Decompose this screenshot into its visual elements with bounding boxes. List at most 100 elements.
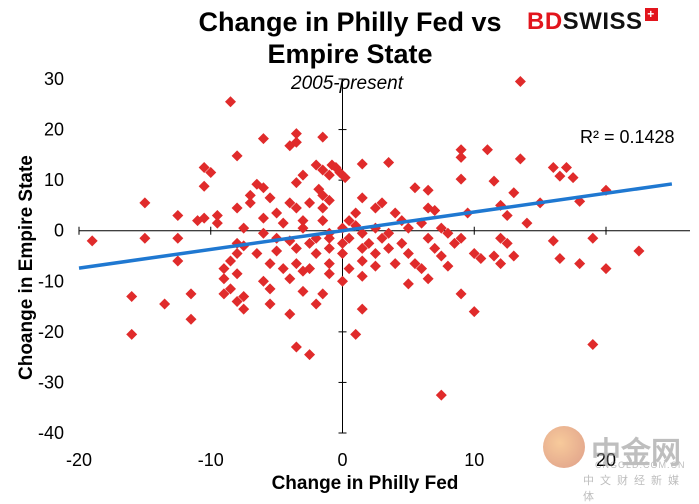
- data-point: [290, 177, 302, 189]
- data-point: [343, 263, 355, 275]
- data-point: [376, 232, 388, 244]
- data-point: [317, 288, 329, 300]
- data-point: [369, 260, 381, 272]
- data-point: [257, 227, 269, 239]
- data-point: [514, 76, 526, 88]
- data-point: [323, 242, 335, 254]
- r-squared-label: R² = 0.1428: [580, 127, 675, 147]
- data-point: [547, 162, 559, 173]
- data-point: [172, 232, 184, 244]
- data-point: [211, 217, 223, 229]
- data-point: [501, 210, 513, 222]
- data-point: [495, 232, 507, 244]
- data-point: [277, 217, 289, 229]
- data-point: [488, 175, 500, 187]
- data-point: [369, 202, 381, 214]
- data-point: [508, 250, 520, 262]
- data-point: [231, 150, 243, 162]
- data-point: [448, 237, 460, 249]
- y-axis-label: Choange in Empire State: [16, 155, 37, 380]
- data-point: [139, 197, 151, 209]
- data-point: [284, 308, 296, 320]
- data-point: [290, 128, 302, 140]
- data-point: [396, 237, 408, 249]
- data-point: [514, 153, 526, 165]
- data-point: [317, 189, 329, 201]
- data-point: [521, 217, 533, 229]
- data-point: [290, 202, 302, 214]
- data-point: [264, 192, 276, 204]
- data-point: [297, 222, 309, 234]
- data-point: [389, 258, 401, 270]
- data-point: [495, 258, 507, 270]
- data-point: [455, 232, 467, 244]
- y-tick-label: -30: [38, 372, 64, 392]
- data-point: [198, 162, 210, 173]
- data-point: [310, 247, 322, 259]
- brand-plus-icon: +: [644, 8, 658, 21]
- data-point: [429, 242, 441, 254]
- data-point: [435, 389, 447, 401]
- data-point: [409, 258, 421, 270]
- data-point: [442, 260, 454, 272]
- data-point: [264, 298, 276, 310]
- data-point: [468, 306, 480, 318]
- data-point: [481, 144, 493, 156]
- data-point: [435, 222, 447, 234]
- data-point: [225, 96, 237, 108]
- data-point: [271, 207, 283, 219]
- data-point: [508, 187, 520, 199]
- chart-subtitle: 2005-present: [291, 73, 403, 94]
- data-point: [284, 273, 296, 285]
- data-point: [554, 253, 566, 265]
- y-tick-label: -40: [38, 423, 64, 443]
- data-point: [468, 247, 480, 259]
- data-point: [560, 162, 572, 173]
- data-point: [290, 136, 302, 148]
- x-tick-label: -10: [198, 450, 224, 470]
- data-point: [231, 268, 243, 280]
- data-point: [238, 303, 250, 315]
- data-point: [317, 164, 329, 176]
- x-axis-label: Change in Philly Fed: [271, 473, 459, 494]
- data-point: [244, 189, 256, 201]
- y-tick-label: -20: [38, 322, 64, 342]
- data-point: [238, 222, 250, 234]
- data-point: [297, 285, 309, 297]
- brand-bd: BD: [527, 8, 563, 35]
- data-point: [554, 170, 566, 182]
- data-point: [225, 255, 237, 267]
- bdswiss-logo: BDSWISS +: [527, 8, 658, 36]
- data-point: [257, 182, 269, 194]
- y-tick-label: 0: [54, 221, 64, 241]
- data-point: [172, 210, 184, 222]
- data-point: [435, 250, 447, 262]
- x-tick-label: 20: [596, 450, 616, 470]
- brand-swiss: SWISS: [562, 8, 643, 35]
- data-point: [317, 215, 329, 227]
- data-point: [356, 303, 368, 315]
- data-point: [455, 144, 467, 156]
- y-tick-label: 20: [44, 120, 64, 140]
- data-point: [323, 258, 335, 270]
- data-point: [337, 237, 348, 249]
- data-point: [488, 250, 500, 262]
- data-point: [356, 270, 368, 282]
- data-point: [218, 273, 230, 285]
- data-point: [455, 173, 467, 185]
- data-point: [304, 349, 316, 361]
- data-point: [297, 169, 309, 181]
- data-point: [501, 237, 513, 249]
- data-point: [337, 275, 348, 287]
- chart-title-line1: Change in Philly Fed vs: [198, 7, 502, 37]
- cngold-watermark: 中金网 CNGOLD.COM.CN 中文财经新媒体: [543, 426, 693, 503]
- data-point: [376, 197, 388, 209]
- data-point: [264, 283, 276, 295]
- data-point: [356, 255, 368, 267]
- data-point: [547, 235, 559, 247]
- data-point: [356, 192, 368, 204]
- data-point: [86, 235, 98, 247]
- data-point: [238, 290, 250, 302]
